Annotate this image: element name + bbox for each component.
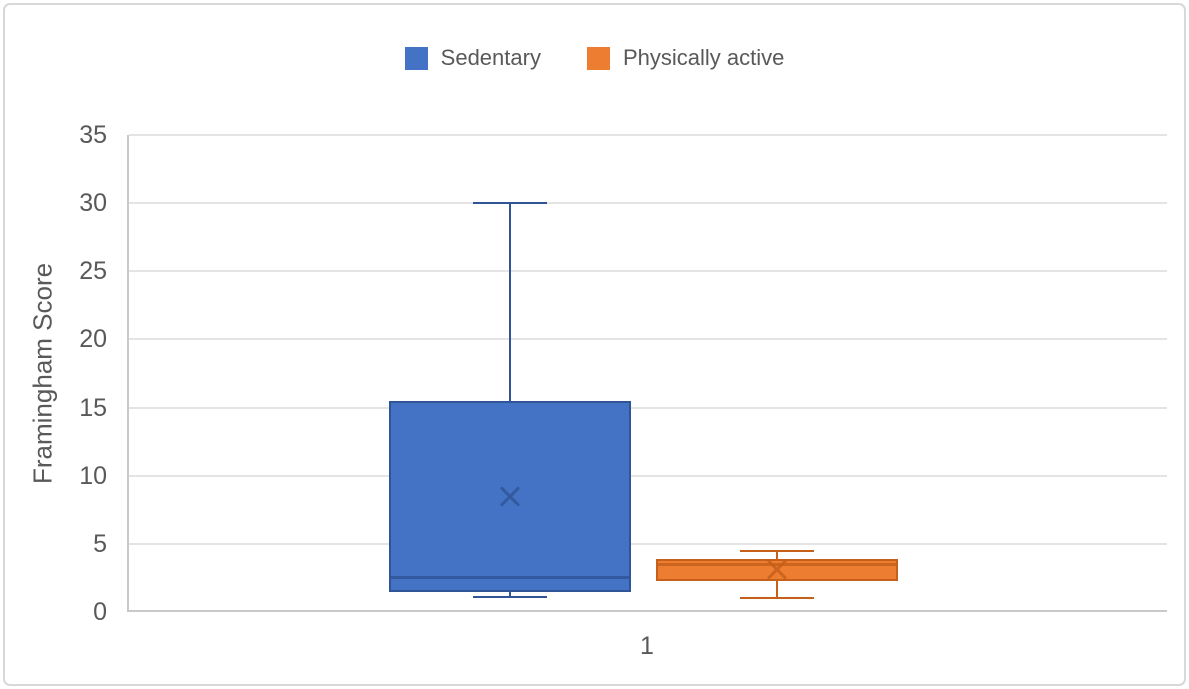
whisker-cap-min-sedentary [473, 596, 547, 598]
median-line-sedentary [389, 576, 631, 580]
legend-swatch-sedentary-icon [404, 46, 428, 70]
y-tick-label: 0 [93, 598, 107, 626]
y-tick-label: 20 [79, 325, 107, 354]
whisker-cap-min-physically-active [740, 597, 814, 600]
gridline [129, 338, 1167, 341]
legend-item-sedentary: Sedentary [404, 45, 541, 71]
gridline [129, 270, 1167, 273]
y-tick-label: 25 [79, 257, 107, 286]
whisker-upper-physically-active [776, 550, 778, 559]
legend: Sedentary Physically active [0, 45, 1189, 71]
whisker-cap-max-sedentary [473, 202, 547, 205]
y-tick-label: 5 [93, 529, 107, 558]
whisker-cap-max-physically-active [740, 549, 814, 552]
gridline [129, 406, 1167, 409]
whisker-upper-sedentary [509, 203, 511, 401]
y-tick-label: 30 [79, 189, 107, 218]
y-tick-label: 15 [79, 393, 107, 422]
mean-marker-sedentary [497, 483, 523, 509]
whisker-lower-sedentary [509, 591, 511, 597]
gridline [129, 134, 1167, 136]
median-line-physically-active [656, 562, 898, 566]
plot-area: 0 5 10 15 20 25 30 35 [79, 121, 1167, 626]
legend-swatch-physically-active-icon [586, 46, 610, 70]
legend-label-sedentary: Sedentary [440, 45, 541, 70]
x-axis-category-label: 1 [640, 632, 654, 660]
mean-marker-physically-active [764, 557, 790, 583]
gridline [129, 474, 1167, 477]
gridline [129, 542, 1167, 545]
legend-item-physically-active: Physically active [586, 45, 785, 71]
whisker-lower-physically-active [776, 580, 778, 599]
y-tick-label: 10 [79, 461, 107, 490]
y-tick-label: 35 [79, 121, 107, 149]
gridline [129, 202, 1167, 205]
legend-label-physically-active: Physically active [622, 45, 785, 70]
